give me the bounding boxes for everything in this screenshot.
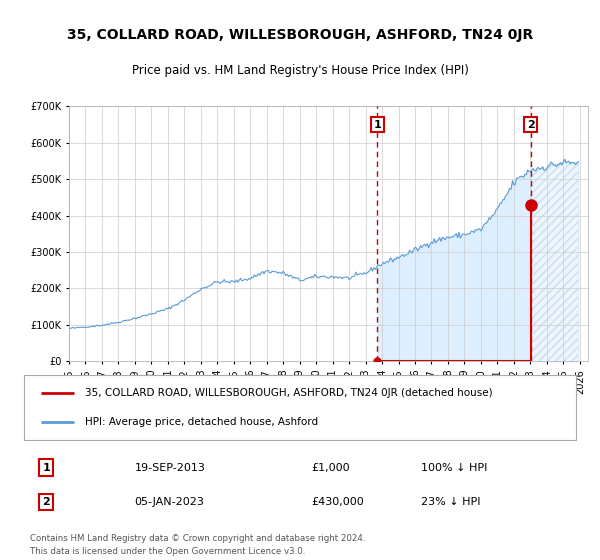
Text: 1: 1 <box>42 463 50 473</box>
Text: £430,000: £430,000 <box>311 497 364 507</box>
Text: HPI: Average price, detached house, Ashford: HPI: Average price, detached house, Ashf… <box>85 417 318 427</box>
Text: £1,000: £1,000 <box>311 463 350 473</box>
Text: 100% ↓ HPI: 100% ↓ HPI <box>421 463 488 473</box>
FancyBboxPatch shape <box>24 375 576 440</box>
Text: 35, COLLARD ROAD, WILLESBOROUGH, ASHFORD, TN24 0JR: 35, COLLARD ROAD, WILLESBOROUGH, ASHFORD… <box>67 28 533 42</box>
Text: 1: 1 <box>374 120 382 129</box>
Text: This data is licensed under the Open Government Licence v3.0.: This data is licensed under the Open Gov… <box>30 547 305 556</box>
Text: 19-SEP-2013: 19-SEP-2013 <box>134 463 205 473</box>
Text: 35, COLLARD ROAD, WILLESBOROUGH, ASHFORD, TN24 0JR (detached house): 35, COLLARD ROAD, WILLESBOROUGH, ASHFORD… <box>85 388 493 398</box>
Text: 2: 2 <box>527 120 535 129</box>
Text: 23% ↓ HPI: 23% ↓ HPI <box>421 497 481 507</box>
Text: 05-JAN-2023: 05-JAN-2023 <box>134 497 204 507</box>
Text: Price paid vs. HM Land Registry's House Price Index (HPI): Price paid vs. HM Land Registry's House … <box>131 64 469 77</box>
Text: Contains HM Land Registry data © Crown copyright and database right 2024.: Contains HM Land Registry data © Crown c… <box>30 534 365 543</box>
Text: 2: 2 <box>42 497 50 507</box>
